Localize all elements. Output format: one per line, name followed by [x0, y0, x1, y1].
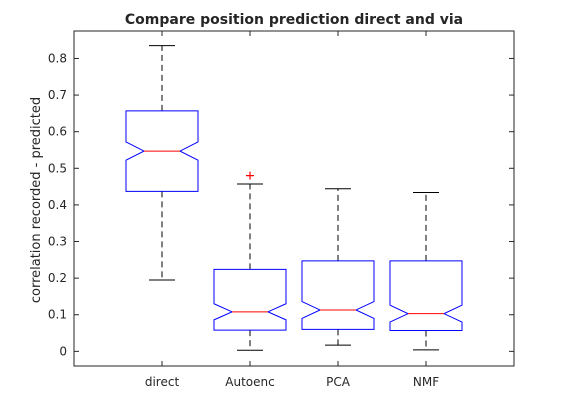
y-tick-label: 0.4 [48, 198, 67, 212]
plot-area: 0 0.1 0.2 0.3 0.4 0.5 0.6 0.7 0.8 direct Autoenc PC… [48, 30, 515, 389]
x-tick-label: Autoenc [225, 375, 274, 389]
y-tick-label: 0.5 [48, 161, 67, 175]
y-axis-label: correlation recorded - predicted [29, 97, 44, 303]
notched-box [301, 260, 375, 330]
outlier-marker [246, 171, 254, 180]
notched-box [213, 268, 287, 331]
axes-frame [73, 30, 515, 367]
x-tick-label: PCA [326, 375, 351, 389]
x-tick-label: NMF [413, 375, 439, 389]
y-tick-label: 0.3 [48, 235, 67, 249]
y-tick-label: 0.6 [48, 125, 67, 139]
notched-box [389, 260, 463, 331]
chart-title: Compare position prediction direct and v… [125, 12, 463, 28]
notched-box [125, 110, 199, 192]
y-tick-label: 0.7 [48, 88, 67, 102]
y-tick-label: 0.8 [48, 51, 67, 65]
x-tick-label: direct [145, 375, 180, 389]
y-tick-label: 0 [59, 344, 67, 358]
y-tick-label: 0.2 [48, 271, 67, 285]
y-tick-label: 0.1 [48, 308, 67, 322]
